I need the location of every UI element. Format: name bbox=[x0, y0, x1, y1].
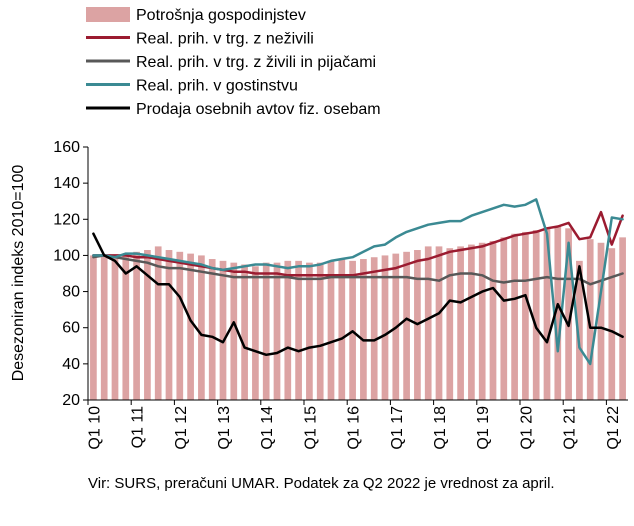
series-line-3 bbox=[92, 198, 624, 366]
source-note: Vir: SURS, preračuni UMAR. Podatek za Q2… bbox=[88, 475, 555, 492]
x-tick-label: Q1 14 bbox=[259, 406, 276, 450]
bar bbox=[608, 248, 616, 400]
y-tick-label: 100 bbox=[53, 247, 80, 264]
bar bbox=[273, 262, 281, 400]
bar bbox=[381, 255, 389, 400]
bar bbox=[100, 255, 108, 400]
bar bbox=[554, 226, 562, 400]
bar bbox=[219, 260, 227, 400]
bar bbox=[122, 253, 130, 400]
legend-label: Real. prih. v trg. z neživili bbox=[136, 31, 314, 48]
bar bbox=[586, 239, 594, 400]
bar bbox=[316, 262, 324, 400]
y-tick-label: 140 bbox=[53, 175, 80, 192]
bar bbox=[133, 251, 140, 400]
bar bbox=[532, 230, 540, 400]
y-tick-label: 80 bbox=[62, 284, 80, 301]
bar bbox=[176, 251, 184, 400]
x-tick-label: Q1 18 bbox=[432, 406, 449, 450]
bar bbox=[144, 250, 151, 400]
chart: Potrošnja gospodinjstev Real. prih. v trg… bbox=[10, 7, 628, 450]
series-line-2 bbox=[92, 254, 624, 286]
bar bbox=[187, 253, 194, 400]
bar bbox=[619, 237, 626, 400]
bar bbox=[403, 251, 410, 400]
bar bbox=[522, 231, 529, 400]
bar bbox=[306, 262, 313, 400]
bar bbox=[565, 228, 572, 400]
bar bbox=[457, 246, 464, 400]
series-line-4 bbox=[92, 232, 624, 357]
bar bbox=[241, 264, 248, 400]
bar bbox=[338, 259, 346, 400]
bar bbox=[511, 233, 518, 400]
legend-label: Real. prih. v trg. z živili in pijačami bbox=[136, 54, 376, 71]
bar bbox=[208, 259, 216, 400]
bar bbox=[435, 246, 443, 400]
bar bbox=[284, 260, 292, 400]
legend-label: Potrošnja gospodinjstev bbox=[136, 7, 306, 24]
bar bbox=[230, 262, 238, 400]
bar bbox=[165, 250, 173, 400]
bar bbox=[597, 242, 605, 400]
x-tick-label: Q1 22 bbox=[605, 406, 622, 450]
y-tick-label: 160 bbox=[53, 139, 80, 156]
y-tick-label: 40 bbox=[62, 356, 80, 373]
bar bbox=[327, 260, 335, 400]
x-tick-label: Q1 19 bbox=[475, 406, 492, 450]
bar bbox=[154, 246, 162, 400]
bar bbox=[424, 246, 432, 400]
legend-label: Real. prih. v gostinstvu bbox=[136, 78, 298, 95]
legend-swatch-bar bbox=[86, 7, 130, 22]
bar bbox=[500, 237, 508, 400]
bar-series-household-consumption bbox=[90, 226, 626, 400]
bar bbox=[543, 228, 551, 400]
bar bbox=[576, 260, 583, 400]
x-tick-label: Q1 12 bbox=[173, 406, 190, 450]
x-tick-label: Q1 10 bbox=[86, 406, 103, 450]
bar bbox=[370, 257, 378, 400]
axes: 20 40 60 80 100 120 140 160 Q1 10 Q1 11 Q1 12 Q1 13… bbox=[53, 139, 628, 450]
bar bbox=[360, 259, 367, 400]
bar bbox=[468, 244, 475, 400]
x-tick-label: Q1 15 bbox=[302, 406, 319, 450]
y-axis-title: Desezoniran indeks 2010=100 bbox=[10, 165, 27, 382]
x-tick-label: Q1 17 bbox=[389, 406, 406, 450]
bar bbox=[252, 266, 259, 400]
x-tick-label: Q1 20 bbox=[518, 406, 535, 450]
bar bbox=[198, 255, 205, 400]
bar bbox=[262, 262, 270, 400]
bar bbox=[478, 242, 486, 400]
bar bbox=[295, 260, 302, 400]
bar bbox=[90, 255, 97, 400]
x-tick-label: Q1 13 bbox=[216, 406, 233, 450]
y-tick-label: 120 bbox=[53, 211, 80, 228]
line-series-group bbox=[92, 198, 624, 366]
x-tick-label: Q1 11 bbox=[130, 406, 147, 449]
series-line-1 bbox=[92, 210, 624, 277]
y-tick-label: 60 bbox=[62, 320, 80, 337]
legend-label: Prodaja osebnih avtov fiz. osebam bbox=[136, 101, 381, 118]
y-tick-label: 20 bbox=[62, 392, 80, 409]
bar bbox=[446, 248, 454, 400]
x-tick-label: Q1 16 bbox=[346, 406, 363, 450]
x-tick-label: Q1 21 bbox=[562, 406, 579, 450]
bar bbox=[111, 257, 119, 400]
legend: Potrošnja gospodinjstev Real. prih. v trg… bbox=[86, 7, 381, 118]
bar bbox=[489, 240, 497, 400]
